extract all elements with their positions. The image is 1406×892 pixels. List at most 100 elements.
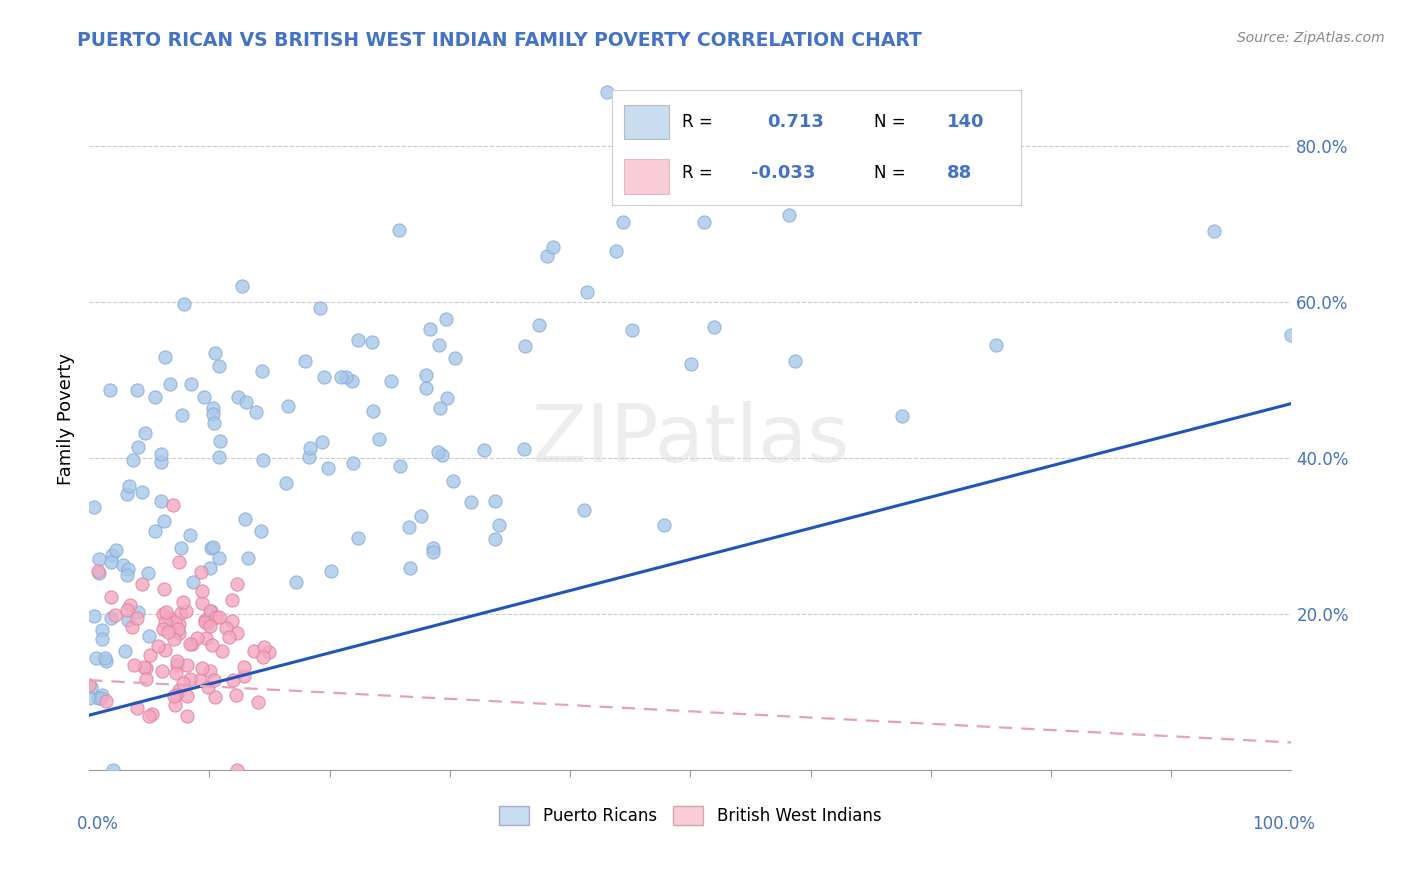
Point (135, 672, 157, 686)
Point (153, 642, 176, 657)
Point (117, 613, 139, 627)
Point (127, 611, 149, 625)
Point (891, 409, 914, 424)
Point (166, 654, 188, 668)
Point (167, 555, 190, 569)
Point (122, 453, 145, 467)
Point (163, 698, 186, 712)
Point (176, 604, 198, 618)
Point (194, 615, 217, 630)
Point (693, 214, 716, 228)
Point (138, 629, 160, 643)
Point (143, 390, 166, 404)
Point (201, 638, 224, 652)
Point (179, 637, 201, 651)
Point (419, 322, 441, 336)
Point (131, 576, 153, 591)
Point (388, 223, 411, 237)
Point (208, 551, 231, 566)
Point (247, 695, 270, 709)
Point (117, 603, 139, 617)
Point (236, 550, 259, 565)
Point (170, 606, 193, 620)
Point (443, 351, 465, 365)
Point (176, 709, 198, 723)
Point (198, 603, 221, 617)
Point (204, 690, 226, 704)
Point (596, 85, 619, 99)
Point (778, 208, 800, 222)
Point (342, 374, 364, 388)
Point (226, 625, 249, 640)
Point (621, 186, 644, 200)
Point (193, 390, 215, 404)
Y-axis label: Family Poverty: Family Poverty (58, 353, 75, 485)
Point (208, 610, 231, 624)
Point (226, 390, 249, 404)
Point (172, 675, 194, 690)
Point (785, 354, 807, 368)
Text: ZIPatlas: ZIPatlas (531, 401, 849, 479)
Point (335, 369, 357, 384)
Point (411, 509, 433, 524)
Point (252, 453, 274, 467)
Point (134, 425, 156, 440)
Text: 100.0%: 100.0% (1253, 815, 1316, 833)
Point (226, 576, 249, 591)
Legend: Puerto Ricans, British West Indians: Puerto Ricans, British West Indians (492, 799, 889, 831)
Point (620, 323, 643, 337)
Point (153, 582, 176, 597)
Point (1204, 224, 1226, 238)
Point (319, 564, 342, 578)
Point (202, 416, 225, 430)
Point (89, 566, 111, 580)
Point (536, 249, 558, 263)
Point (316, 461, 339, 475)
Point (100, 610, 122, 624)
Point (87, 552, 110, 566)
Point (441, 474, 464, 488)
Point (436, 392, 458, 406)
Point (204, 610, 226, 624)
Point (94, 651, 117, 665)
Point (652, 517, 675, 532)
Point (277, 399, 299, 413)
Point (117, 561, 139, 575)
Point (191, 596, 214, 610)
Point (152, 623, 174, 637)
Point (434, 312, 457, 326)
Point (201, 407, 224, 421)
Point (527, 318, 550, 333)
Point (91, 688, 114, 702)
Point (235, 395, 257, 409)
Point (298, 442, 321, 456)
Point (329, 369, 352, 384)
Point (253, 640, 276, 654)
Point (191, 583, 214, 598)
Point (797, 177, 820, 191)
Point (259, 645, 281, 659)
Point (250, 524, 273, 538)
Point (208, 434, 231, 448)
Point (122, 658, 145, 673)
Point (176, 690, 198, 704)
Point (167, 625, 190, 640)
Point (166, 658, 188, 673)
Point (427, 445, 450, 459)
Text: Source: ZipAtlas.com: Source: ZipAtlas.com (1237, 31, 1385, 45)
Point (127, 440, 149, 454)
Point (197, 680, 219, 694)
Point (83, 500, 105, 514)
Point (143, 524, 166, 539)
Point (201, 401, 224, 415)
Point (342, 456, 364, 470)
Point (101, 763, 124, 777)
Point (218, 630, 240, 644)
Point (1281, 328, 1303, 343)
Point (484, 532, 506, 546)
Point (422, 541, 444, 556)
Point (96, 654, 118, 668)
Point (484, 494, 506, 508)
Point (605, 244, 627, 258)
Point (274, 475, 297, 490)
